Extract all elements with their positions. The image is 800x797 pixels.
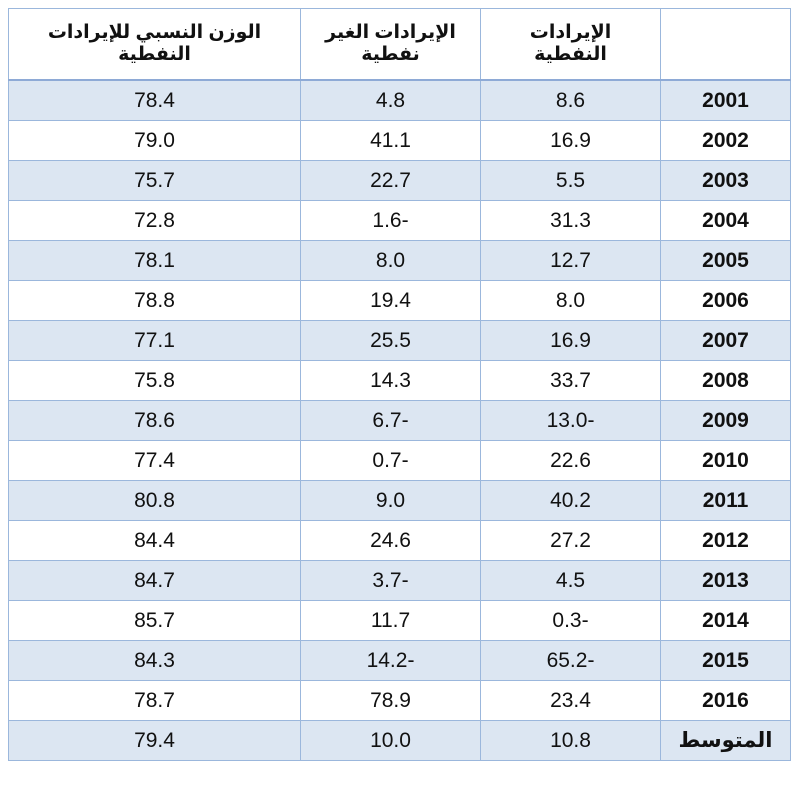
cell: -14.2	[300, 640, 481, 681]
cell: 8.0	[480, 280, 661, 321]
cell: -1.6	[300, 200, 481, 241]
row-label: 2012	[660, 520, 791, 561]
table-row: 2002 16.9 41.1 79.0	[8, 120, 791, 161]
cell: 10.0	[300, 720, 481, 761]
cell: -0.7	[300, 440, 481, 481]
row-label: 2006	[660, 280, 791, 321]
cell: 22.7	[300, 160, 481, 201]
cell: 19.4	[300, 280, 481, 321]
cell: -0.3	[480, 600, 661, 641]
table-row: 2001 8.6 4.8 78.4	[8, 79, 791, 121]
row-label: 2010	[660, 440, 791, 481]
row-label: 2013	[660, 560, 791, 601]
row-label: 2007	[660, 320, 791, 361]
row-label: 2003	[660, 160, 791, 201]
table-body: 2001 8.6 4.8 78.4 2002 16.9 41.1 79.0 2003 5.5 22.…	[8, 79, 791, 761]
row-label: 2014	[660, 600, 791, 641]
table-row: 2012 27.2 24.6 84.4	[8, 520, 791, 561]
cell: 9.0	[300, 480, 481, 521]
table-row: 2014 -0.3 11.7 85.7	[8, 600, 791, 641]
revenue-table: الإيرادات النفطية الإيرادات الغير نفطية …	[8, 8, 791, 761]
table-row: 2013 4.5 -3.7 84.7	[8, 560, 791, 601]
cell: 84.7	[8, 560, 301, 601]
cell: 4.5	[480, 560, 661, 601]
cell: 4.8	[300, 79, 481, 121]
header-row: الإيرادات النفطية الإيرادات الغير نفطية …	[8, 8, 791, 81]
table-row: المتوسط 10.8 10.0 79.4	[8, 720, 791, 761]
row-label: 2008	[660, 360, 791, 401]
table-row: 2004 31.3 -1.6 72.8	[8, 200, 791, 241]
cell: 8.0	[300, 240, 481, 281]
table-row: 2015 -65.2 -14.2 84.3	[8, 640, 791, 681]
table-row: 2008 33.7 14.3 75.8	[8, 360, 791, 401]
table-row: 2007 16.9 25.5 77.1	[8, 320, 791, 361]
row-label: 2015	[660, 640, 791, 681]
cell: 85.7	[8, 600, 301, 641]
table-row: 2011 40.2 9.0 80.8	[8, 480, 791, 521]
cell: 72.8	[8, 200, 301, 241]
cell: 78.1	[8, 240, 301, 281]
header-cell: الإيرادات النفطية	[480, 8, 661, 81]
cell: 31.3	[480, 200, 661, 241]
cell: 78.6	[8, 400, 301, 441]
cell: 40.2	[480, 480, 661, 521]
cell: 22.6	[480, 440, 661, 481]
cell: -3.7	[300, 560, 481, 601]
row-label: 2005	[660, 240, 791, 281]
cell: -13.0	[480, 400, 661, 441]
cell: 16.9	[480, 320, 661, 361]
cell: 12.7	[480, 240, 661, 281]
cell: 79.4	[8, 720, 301, 761]
row-label: المتوسط	[660, 720, 791, 761]
cell: 27.2	[480, 520, 661, 561]
cell: -65.2	[480, 640, 661, 681]
cell: 77.1	[8, 320, 301, 361]
cell: 84.3	[8, 640, 301, 681]
cell: 84.4	[8, 520, 301, 561]
row-label: 2011	[660, 480, 791, 521]
cell: 75.8	[8, 360, 301, 401]
cell: 33.7	[480, 360, 661, 401]
cell: 79.0	[8, 120, 301, 161]
cell: 78.9	[300, 680, 481, 721]
cell: 23.4	[480, 680, 661, 721]
cell: -6.7	[300, 400, 481, 441]
cell: 75.7	[8, 160, 301, 201]
cell: 10.8	[480, 720, 661, 761]
cell: 77.4	[8, 440, 301, 481]
table-row: 2005 12.7 8.0 78.1	[8, 240, 791, 281]
row-label: 2002	[660, 120, 791, 161]
cell: 78.7	[8, 680, 301, 721]
row-label: 2009	[660, 400, 791, 441]
cell: 16.9	[480, 120, 661, 161]
cell: 41.1	[300, 120, 481, 161]
cell: 5.5	[480, 160, 661, 201]
table-row: 2009 -13.0 -6.7 78.6	[8, 400, 791, 441]
cell: 14.3	[300, 360, 481, 401]
cell: 25.5	[300, 320, 481, 361]
cell: 78.8	[8, 280, 301, 321]
cell: 80.8	[8, 480, 301, 521]
cell: 11.7	[300, 600, 481, 641]
header-cell: الإيرادات الغير نفطية	[300, 8, 481, 81]
row-label: 2001	[660, 79, 791, 121]
cell: 78.4	[8, 79, 301, 121]
row-label: 2016	[660, 680, 791, 721]
table-row: 2006 8.0 19.4 78.8	[8, 280, 791, 321]
header-cell	[660, 8, 791, 81]
table-row: 2016 23.4 78.9 78.7	[8, 680, 791, 721]
header-cell: الوزن النسبي للإيرادات النفطية	[8, 8, 301, 81]
cell: 8.6	[480, 79, 661, 121]
cell: 24.6	[300, 520, 481, 561]
row-label: 2004	[660, 200, 791, 241]
table-row: 2010 22.6 -0.7 77.4	[8, 440, 791, 481]
table-row: 2003 5.5 22.7 75.7	[8, 160, 791, 201]
